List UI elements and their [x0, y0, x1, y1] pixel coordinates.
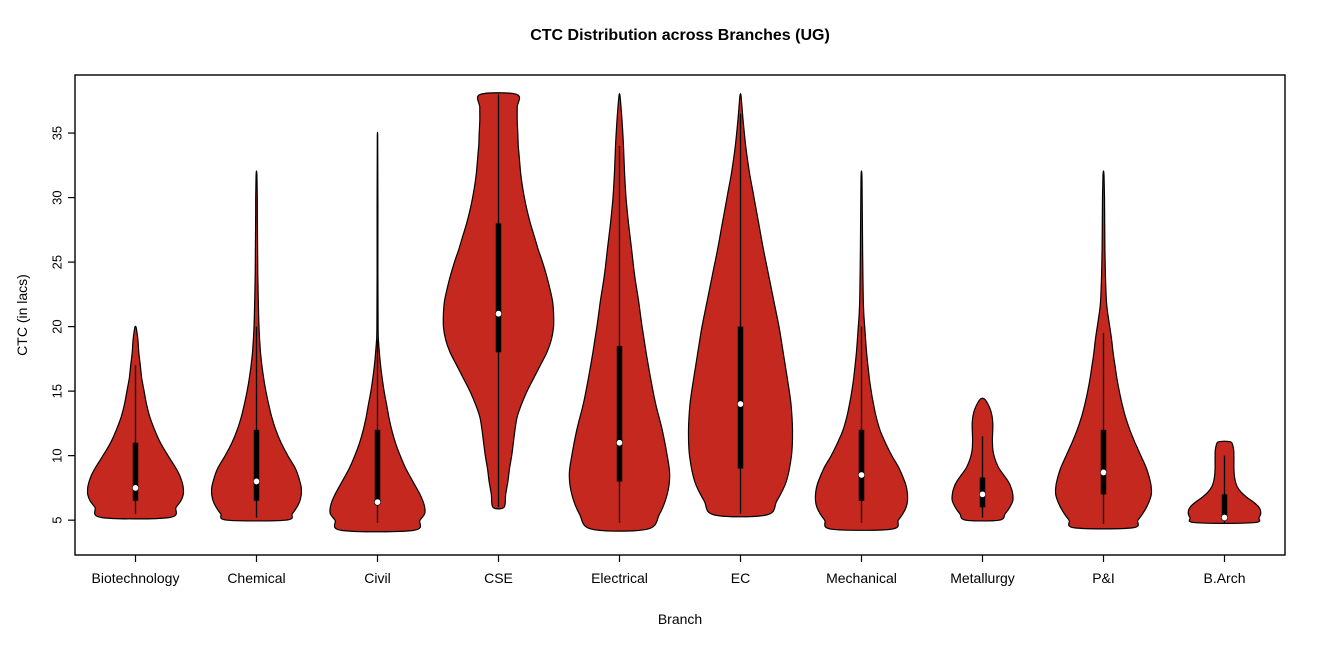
x-tick-label: Biotechnology: [92, 570, 180, 586]
x-axis-label: Branch: [658, 611, 702, 627]
y-tick-label: 20: [50, 319, 65, 333]
chart-title: CTC Distribution across Branches (UG): [530, 27, 830, 44]
y-tick-label: 15: [50, 384, 65, 398]
x-tick-label: B.Arch: [1203, 570, 1245, 586]
median-dot: [857, 471, 865, 479]
y-tick-label: 30: [50, 190, 65, 204]
x-tick-label: CSE: [484, 570, 513, 586]
x-tick-label: EC: [731, 570, 750, 586]
x-tick-label: P&I: [1092, 570, 1115, 586]
median-dot: [978, 490, 986, 498]
median-dot: [1221, 514, 1229, 522]
median-dot: [373, 498, 381, 506]
y-axis-label: CTC (in lacs): [14, 274, 30, 356]
y-tick-label: 10: [50, 448, 65, 462]
median-dot: [615, 439, 623, 447]
violin-body: [329, 131, 426, 533]
y-tick-label: 5: [50, 517, 65, 524]
median-dot: [132, 484, 140, 492]
y-tick-label: 35: [50, 126, 65, 140]
median-dot: [253, 477, 261, 485]
x-tick-label: Electrical: [591, 570, 648, 586]
x-tick-label: Mechanical: [826, 570, 897, 586]
x-tick-label: Chemical: [227, 570, 285, 586]
y-tick-label: 25: [50, 255, 65, 269]
median-dot: [1100, 468, 1108, 476]
plot-border: [74, 74, 1286, 556]
plot-area: 5 10 15 20 25 30 35 Biotechnology Chemical Civil C…: [50, 74, 1286, 586]
median-dot: [736, 400, 744, 408]
x-tick-label: Civil: [364, 570, 390, 586]
median-dot: [494, 310, 502, 318]
x-tick-label: Metallurgy: [950, 570, 1015, 586]
